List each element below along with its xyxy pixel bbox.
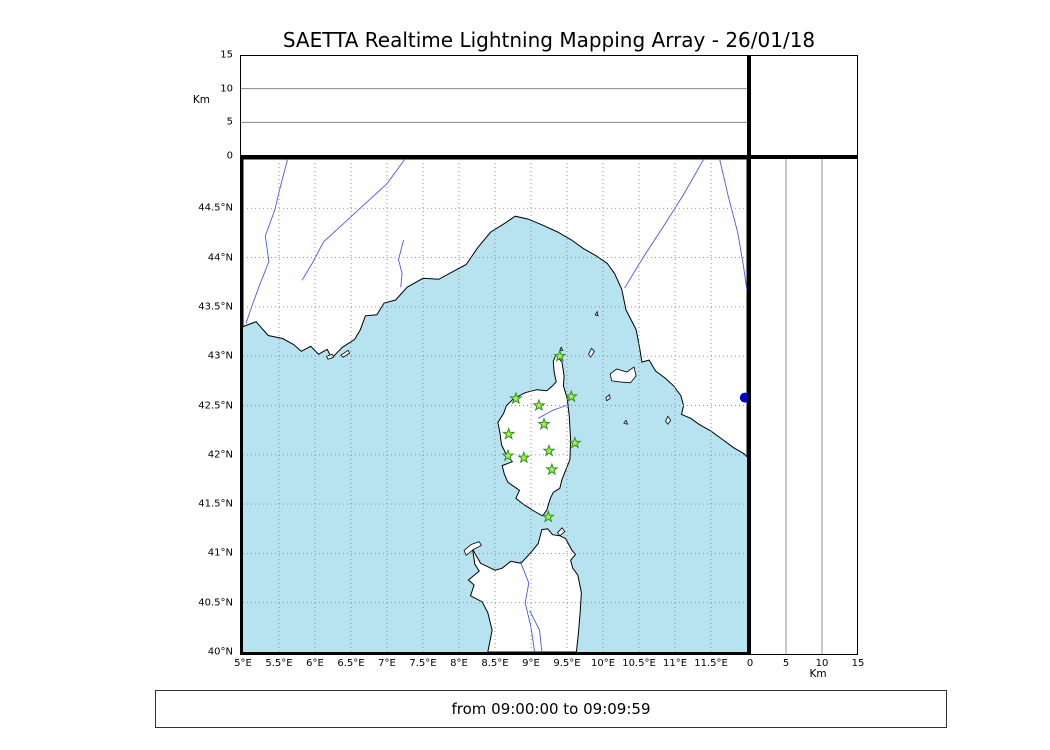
geographic-map-panel <box>240 156 750 655</box>
lon-tick-label: 7°E <box>378 658 396 669</box>
altitude-unit-label-top: Km <box>160 94 210 106</box>
lon-tick-label: 8.5°E <box>481 658 508 669</box>
time-range-text: from 09:00:00 to 09:09:59 <box>451 700 650 718</box>
time-range-box: from 09:00:00 to 09:09:59 <box>155 690 947 728</box>
lat-tick-label: 41.5°N <box>198 499 233 510</box>
lon-tick-label: 9°E <box>522 658 540 669</box>
lat-tick-label: 43.5°N <box>198 301 233 312</box>
altitude-tick-label-left: 10 <box>220 83 233 94</box>
altitude-tick-label-left: 15 <box>220 50 233 61</box>
panel-divider-vertical <box>747 55 750 159</box>
altitude-tick-label-left: 5 <box>227 117 233 128</box>
altitude-histogram-panel <box>750 55 858 156</box>
lat-tick-label: 43°N <box>208 351 233 362</box>
lon-tick-label: 8°E <box>450 658 468 669</box>
lon-tick-label: 9.5°E <box>553 658 580 669</box>
lon-tick-label: 7.5°E <box>409 658 436 669</box>
lat-tick-label: 42°N <box>208 449 233 460</box>
lon-tick-label: 6°E <box>306 658 324 669</box>
saetta-lightning-display: SAETTA Realtime Lightning Mapping Array … <box>0 0 1050 750</box>
lon-tick-label: 11°E <box>663 658 687 669</box>
lon-tick-label: 6.5°E <box>337 658 364 669</box>
altitude-unit-label-right: Km <box>790 668 846 680</box>
lat-tick-label: 44°N <box>208 252 233 263</box>
lon-tick-label: 5.5°E <box>265 658 292 669</box>
panel-border <box>241 56 750 156</box>
lon-tick-label: 10.5°E <box>622 658 656 669</box>
altitude-vs-longitude-panel <box>240 55 750 156</box>
lon-tick-label: 5°E <box>234 658 252 669</box>
lon-tick-label: 11.5°E <box>694 658 728 669</box>
altitude-tick-label-left: 0 <box>227 151 233 162</box>
altitude-vs-latitude-panel <box>750 156 858 655</box>
panel-divider-horizontal <box>750 156 858 159</box>
panel-border <box>751 157 858 655</box>
lat-tick-label: 40°N <box>208 647 233 658</box>
lat-tick-label: 42.5°N <box>198 400 233 411</box>
altitude-tick-label-bottom: 5 <box>783 658 789 669</box>
altitude-tick-label-bottom: 10 <box>816 658 829 669</box>
altitude-tick-label-bottom: 0 <box>747 658 753 669</box>
page-title: SAETTA Realtime Lightning Mapping Array … <box>240 28 858 52</box>
lat-tick-label: 41°N <box>208 548 233 559</box>
panel-border <box>751 56 858 156</box>
altitude-tick-label-bottom: 15 <box>852 658 865 669</box>
lon-tick-label: 10°E <box>591 658 615 669</box>
lat-tick-label: 44.5°N <box>198 203 233 214</box>
lat-tick-label: 40.5°N <box>198 597 233 608</box>
